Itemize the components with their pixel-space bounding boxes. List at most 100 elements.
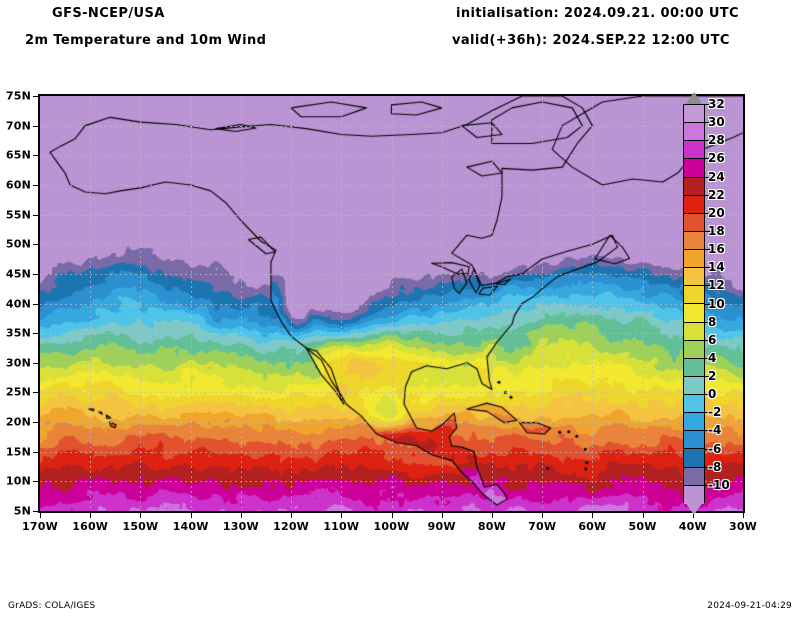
- graticule-line-lon: [542, 96, 543, 511]
- colorbar-label: 10: [708, 296, 725, 311]
- latitude-tick: [33, 392, 38, 393]
- colorbar-swatch: [684, 250, 704, 269]
- colorbar-tick: [705, 467, 713, 468]
- longitude-tick: [191, 513, 192, 518]
- graticule-line-lon: [442, 96, 443, 511]
- latitude-label: 35N: [5, 326, 31, 340]
- graticule-line-lon: [291, 96, 292, 511]
- colorbar-swatch: [684, 213, 704, 232]
- colorbar-tick: [705, 430, 713, 431]
- colorbar-swatch: [684, 159, 704, 178]
- colorbar-tick: [705, 376, 713, 377]
- map-plot-area: [38, 94, 745, 513]
- latitude-tick: [33, 244, 38, 245]
- graticule-line-lat: [40, 215, 743, 216]
- latitude-tick: [33, 304, 38, 305]
- colorbar-swatch: [684, 304, 704, 323]
- colorbar-swatch: [684, 105, 704, 124]
- colorbar-swatch: [684, 231, 704, 250]
- colorbar-tick: [705, 249, 713, 250]
- colorbar-label: 16: [708, 242, 725, 257]
- colorbar-label: 12: [708, 278, 725, 293]
- colorbar-label: -2: [708, 405, 722, 420]
- colorbar-tick: [705, 122, 713, 123]
- graticule-line-lat: [40, 274, 743, 275]
- graticule-line-lat: [40, 333, 743, 334]
- graticule-line-lon: [392, 96, 393, 511]
- longitude-tick: [442, 513, 443, 518]
- colorbar-label: 22: [708, 187, 725, 202]
- colorbar-tick: [705, 267, 713, 268]
- latitude-tick: [33, 155, 38, 156]
- graticule-line-lon: [191, 96, 192, 511]
- longitude-tick: [291, 513, 292, 518]
- colorbar-swatch: [684, 449, 704, 468]
- longitude-label: 30W: [728, 520, 758, 533]
- longitude-tick: [90, 513, 91, 518]
- colorbar-swatch: [684, 376, 704, 395]
- latitude-label: 20N: [5, 415, 31, 429]
- latitude-tick: [33, 333, 38, 334]
- graticule-line-lat: [40, 392, 743, 393]
- graticule-line-lon: [492, 96, 493, 511]
- colorbar-label: 2: [708, 369, 717, 384]
- colorbar-tick: [705, 104, 713, 105]
- colorbar-tick: [705, 358, 713, 359]
- colorbar-swatches: [683, 104, 705, 504]
- graticule-line-lon: [90, 96, 91, 511]
- longitude-tick: [643, 513, 644, 518]
- model-title: GFS-NCEP/USA: [52, 6, 165, 21]
- colorbar-label: 32: [708, 97, 725, 111]
- longitude-label: 160W: [72, 520, 109, 533]
- colorbar-swatch: [684, 268, 704, 287]
- colorbar-arrow-top-icon: [685, 92, 703, 105]
- longitude-tick: [40, 513, 41, 518]
- temperature-colorbar: 32 30 28 26 24 22 20 18 16 14 12 10 8 6 4 2 0 -2 -4 -6 -8 -10: [683, 92, 730, 515]
- graticule-line-lat: [40, 481, 743, 482]
- longitude-tick: [743, 513, 744, 518]
- colorbar-swatch: [684, 286, 704, 305]
- colorbar-label: 6: [708, 332, 717, 347]
- longitude-label: 130W: [222, 520, 259, 533]
- longitude-label: 110W: [323, 520, 360, 533]
- colorbar-label: 8: [708, 314, 717, 329]
- longitude-label: 80W: [477, 520, 506, 533]
- latitude-tick: [33, 511, 38, 512]
- colorbar-swatch: [684, 413, 704, 432]
- longitude-label: 60W: [578, 520, 607, 533]
- graticule-line-lon: [241, 96, 242, 511]
- longitude-tick: [140, 513, 141, 518]
- graticule-line-lon: [341, 96, 342, 511]
- colorbar-swatch: [684, 395, 704, 414]
- latitude-label: 50N: [5, 237, 31, 251]
- longitude-tick: [392, 513, 393, 518]
- colorbar-tick: [705, 340, 713, 341]
- latitude-label: 70N: [5, 119, 31, 133]
- latitude-tick: [33, 185, 38, 186]
- graticule-line-lon: [592, 96, 593, 511]
- field-title: 2m Temperature and 10m Wind: [25, 33, 267, 48]
- longitude-tick: [341, 513, 342, 518]
- colorbar-swatch: [684, 485, 704, 504]
- grads-credit: GrADS: COLA/IGES: [8, 601, 96, 611]
- latitude-label: 45N: [5, 267, 31, 281]
- colorbar-swatch: [684, 141, 704, 160]
- colorbar-label: 0: [708, 387, 717, 402]
- latitude-label: 55N: [5, 208, 31, 222]
- longitude-tick: [542, 513, 543, 518]
- longitude-tick: [693, 513, 694, 518]
- longitude-tick: [592, 513, 593, 518]
- colorbar-swatch: [684, 431, 704, 450]
- colorbar-tick: [705, 231, 713, 232]
- graticule-line-lat: [40, 244, 743, 245]
- colorbar-swatch: [684, 177, 704, 196]
- longitude-tick: [241, 513, 242, 518]
- latitude-tick: [33, 363, 38, 364]
- latitude-tick: [33, 481, 38, 482]
- colorbar-tick: [705, 195, 713, 196]
- colorbar-swatch: [684, 322, 704, 341]
- colorbar-label: -10: [708, 477, 730, 492]
- colorbar-label: 24: [708, 169, 725, 184]
- longitude-label: 140W: [172, 520, 209, 533]
